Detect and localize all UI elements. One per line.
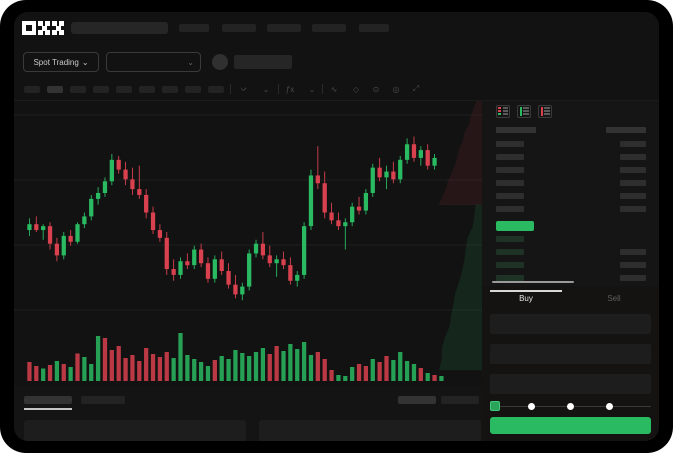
price-chart[interactable] [14, 101, 482, 386]
orders-panel [14, 386, 482, 441]
orderbook-asks-icon[interactable] [538, 105, 552, 118]
order-field-total[interactable] [490, 374, 651, 394]
orderbook-bid-row[interactable] [496, 249, 524, 255]
timeframe-9[interactable] [208, 86, 224, 93]
orderbook-ask-row[interactable] [496, 193, 524, 199]
top-navigation-bar [14, 12, 659, 45]
pair-name-placeholder [234, 55, 292, 69]
orderbook-ask-row[interactable] [496, 180, 524, 186]
bottom-tab-order-history[interactable] [81, 396, 125, 404]
search-input[interactable] [71, 22, 168, 34]
chart-toolbar: ᨆ ⌄ ƒx ⌄ ∿ ◇ ⊙ ◎ ⤢ [14, 79, 659, 101]
toolbar-divider [322, 84, 323, 94]
bottom-action-1[interactable] [398, 396, 436, 404]
timeframe-6[interactable] [139, 86, 155, 93]
orderbook-ask-size [620, 141, 646, 147]
coin-avatar [212, 54, 228, 70]
orderbook-ask-size [620, 154, 646, 160]
chevron-down-icon: ⌄ [82, 58, 89, 67]
candlestick-svg [14, 101, 482, 386]
nav-item-4[interactable] [312, 24, 346, 32]
order-field-price[interactable] [490, 314, 651, 334]
app-screen: Spot Trading ⌄ ⌄ [14, 12, 659, 441]
orderbook-ask-size [620, 206, 646, 212]
bottom-active-tab-underline [24, 408, 72, 410]
okx-logo-icon[interactable] [22, 21, 64, 35]
nav-item-5[interactable] [359, 24, 389, 32]
timeframe-4[interactable] [93, 86, 109, 93]
spot-trading-label: Spot Trading [33, 58, 78, 67]
slider-stop-25[interactable] [528, 403, 535, 410]
orderbook-ask-row[interactable] [496, 154, 524, 160]
orderbook-bids-icon[interactable] [517, 105, 531, 118]
timeframe-1[interactable] [24, 86, 40, 93]
timeframe-2[interactable] [47, 86, 63, 93]
line-chart-icon[interactable]: ⌄ [260, 83, 272, 95]
nav-item-2[interactable] [222, 24, 256, 32]
toolbar-divider [278, 84, 279, 94]
bottom-action-2[interactable] [441, 396, 479, 404]
settings-icon[interactable]: ◎ [390, 83, 402, 95]
orderbook-spread-highlight [496, 221, 534, 231]
timeframe-5[interactable] [116, 86, 132, 93]
orderbook-scrollbar[interactable] [492, 281, 574, 283]
depth-overlay [438, 101, 482, 370]
place-buy-order-button[interactable] [490, 417, 651, 434]
orderbook-ask-row[interactable] [496, 206, 524, 212]
spot-trading-dropdown[interactable]: Spot Trading ⌄ [23, 52, 99, 72]
candlestick-icon[interactable]: ᨆ [238, 83, 250, 95]
chevron-down-icon: ⌄ [187, 58, 194, 67]
orderbook-bid-size [620, 262, 646, 268]
order-entry-panel: Buy Sell [482, 286, 659, 441]
tab-buy[interactable]: Buy [482, 294, 570, 303]
orderbook-both-icon[interactable] [496, 105, 510, 118]
timeframe-8[interactable] [185, 86, 201, 93]
orderbook-header-right [606, 127, 646, 133]
compare-icon[interactable]: ⌄ [306, 83, 318, 95]
order-card-1[interactable] [24, 420, 246, 441]
nav-item-3[interactable] [267, 24, 301, 32]
slider-stop-50[interactable] [567, 403, 574, 410]
order-card-2[interactable] [259, 420, 481, 441]
bottom-tab-open-orders[interactable] [24, 396, 72, 404]
order-field-amount[interactable] [490, 344, 651, 364]
slider-stop-75[interactable] [606, 403, 613, 410]
orderbook-ask-size [620, 193, 646, 199]
wave-icon[interactable]: ∿ [328, 83, 340, 95]
toolbar-divider [230, 84, 231, 94]
active-tab-underline [490, 290, 562, 292]
orderbook-ask-row[interactable] [496, 141, 524, 147]
timeframe-3[interactable] [70, 86, 86, 93]
timeframe-7[interactable] [162, 86, 178, 93]
tab-sell[interactable]: Sell [570, 294, 658, 303]
orderbook-bid-row[interactable] [496, 236, 524, 242]
orderbook-ask-size [620, 167, 646, 173]
camera-icon[interactable]: ⊙ [370, 83, 382, 95]
orderbook-bid-size [620, 249, 646, 255]
instrument-header: Spot Trading ⌄ ⌄ [14, 45, 659, 79]
tablet-device-frame: Spot Trading ⌄ ⌄ [0, 0, 673, 453]
slider-handle[interactable] [490, 401, 500, 411]
nav-item-1[interactable] [179, 24, 209, 32]
ruler-icon[interactable]: ◇ [350, 83, 362, 95]
indicator-icon[interactable]: ƒx [284, 83, 296, 95]
orderbook-bid-row[interactable] [496, 262, 524, 268]
volume-series [27, 333, 443, 381]
candlestick-series [27, 136, 436, 300]
fullscreen-icon[interactable]: ⤢ [410, 83, 422, 95]
orderbook-bid-size [620, 275, 646, 281]
orderbook-header-left [496, 127, 536, 133]
orderbook-ask-row[interactable] [496, 167, 524, 173]
trading-pair-select[interactable]: ⌄ [106, 52, 201, 72]
orderbook-panel [482, 101, 659, 286]
orderbook-ask-size [620, 180, 646, 186]
amount-percent-slider[interactable] [490, 401, 651, 411]
